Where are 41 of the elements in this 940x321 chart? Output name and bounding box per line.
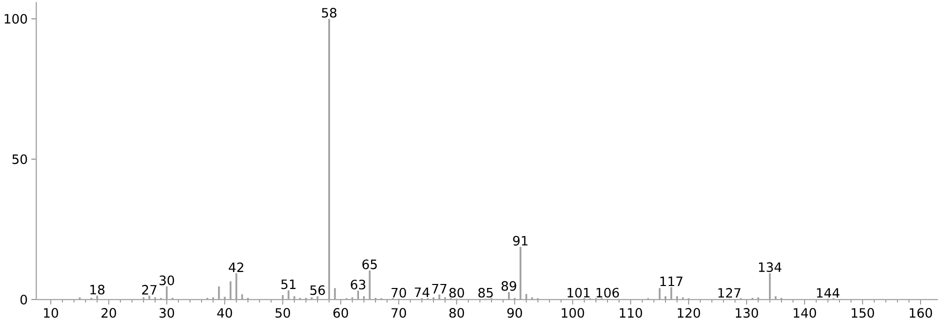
annotation: 89	[502, 280, 516, 291]
x-tick-label: 110	[620, 308, 642, 318]
x-tick-label: 40	[217, 308, 232, 318]
annotation: 30	[160, 275, 174, 285]
annotation: 74	[414, 287, 430, 297]
y-tick-label: 0	[20, 294, 27, 304]
annotation: 58	[322, 8, 336, 18]
x-tick-label: 70	[392, 308, 406, 318]
x-tick-label: 10	[44, 308, 58, 318]
x-tick-label: 150	[852, 308, 874, 318]
annotation: 101	[568, 288, 590, 298]
annotation: 127	[718, 288, 740, 298]
annotation: 56	[310, 285, 325, 295]
x-tick-label: 100	[562, 308, 584, 318]
x-tick-label: 50	[276, 308, 290, 318]
x-tick-label: 80	[449, 308, 464, 318]
annotation: 134	[758, 262, 782, 272]
x-tick-label: 30	[160, 308, 174, 318]
x-tick-label: 60	[333, 308, 348, 318]
annotation: 70	[392, 288, 406, 298]
x-tick-label: 90	[507, 308, 522, 318]
annotation: 117	[660, 276, 682, 286]
annotation: 80	[449, 288, 464, 298]
x-tick-label: 130	[736, 308, 758, 318]
annotation: 51	[281, 279, 296, 289]
x-tick-label: 160	[910, 308, 932, 318]
annotation: 63	[350, 279, 366, 290]
x-tick-label: 140	[794, 308, 816, 318]
annotation: 77	[432, 284, 446, 294]
y-tick-label: 50	[12, 154, 27, 164]
annotation: 18	[90, 284, 104, 294]
annotation: 144	[816, 288, 840, 298]
x-tick-label: 20	[102, 308, 116, 318]
annotation: 65	[362, 259, 377, 269]
annotation: 85	[478, 288, 493, 298]
y-tick-label: 100	[4, 14, 27, 24]
annotation: 27	[142, 284, 156, 294]
annotation: 106	[596, 288, 619, 298]
annotation: 42	[228, 262, 244, 272]
x-tick-label: 120	[678, 308, 700, 318]
annotation: 91	[513, 236, 528, 246]
